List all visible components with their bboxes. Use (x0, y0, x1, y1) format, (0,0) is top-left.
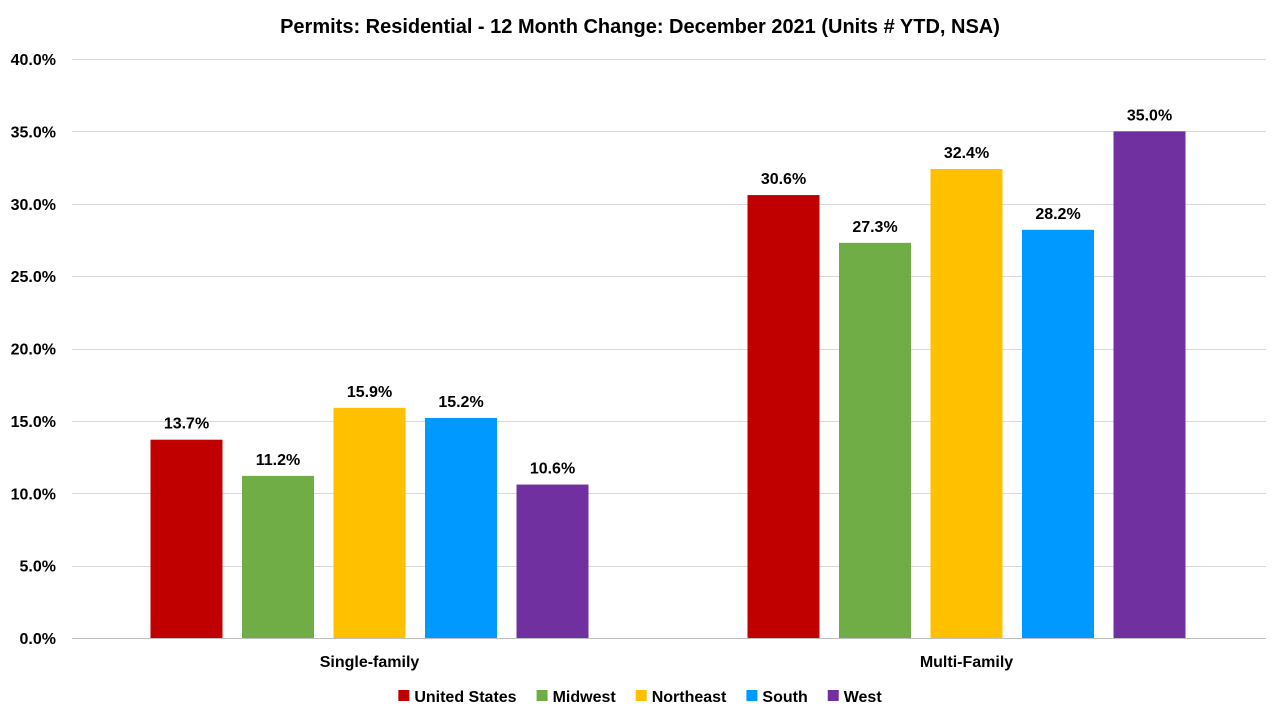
y-tick-label: 20.0% (11, 342, 56, 359)
y-tick-label: 25.0% (11, 269, 56, 286)
data-label: 30.6% (761, 171, 806, 188)
data-label: 28.2% (1035, 206, 1080, 223)
y-tick-label: 0.0% (20, 631, 56, 648)
legend-swatch (746, 690, 758, 701)
bar (333, 407, 406, 638)
legend-swatch (827, 690, 839, 701)
bar (1113, 131, 1186, 638)
data-labels: 13.7% 11.2% 15.9% 15.2% 10.6% 30.6% 27.3% 32.4%… (164, 107, 1172, 477)
y-tick-label: 10.0% (11, 486, 56, 503)
legend-label: Midwest (553, 689, 617, 706)
data-label: 15.2% (438, 394, 483, 411)
chart-title: Permits: Residential - 12 Month Change: … (280, 16, 1000, 38)
data-label: 13.7% (164, 416, 209, 433)
y-axis-ticks: 0.0% 5.0% 10.0% 15.0% 20.0% 25.0% 30.0% 35.0% 40… (11, 52, 56, 648)
legend-item: Midwest (536, 689, 617, 706)
bar (425, 417, 497, 638)
bars (150, 131, 1186, 638)
bar (839, 242, 911, 638)
legend-swatch (398, 690, 410, 701)
legend-swatch (635, 690, 647, 701)
y-tick-label: 40.0% (11, 52, 56, 69)
legend-label: West (844, 689, 883, 706)
data-label: 10.6% (530, 461, 575, 478)
data-label: 11.2% (256, 452, 300, 469)
legend-label: South (762, 689, 807, 706)
bar (930, 169, 1003, 638)
data-label: 27.3% (852, 219, 897, 236)
data-label: 15.9% (347, 384, 392, 401)
x-category-label: Multi-Family (920, 654, 1013, 671)
legend-item: United States (398, 689, 517, 706)
bar (747, 195, 820, 638)
legend: United States Midwest Northeast South West (398, 689, 882, 706)
legend-label: Northeast (652, 689, 727, 706)
y-tick-label: 15.0% (11, 414, 56, 431)
legend-item: West (827, 689, 883, 706)
y-tick-label: 35.0% (11, 124, 56, 141)
bar (242, 475, 314, 638)
data-label: 35.0% (1127, 107, 1172, 124)
legend-swatch (536, 690, 548, 701)
legend-item: South (746, 689, 808, 706)
bar (516, 484, 589, 638)
legend-label: United States (414, 689, 516, 706)
bar (1022, 229, 1094, 638)
x-axis-categories: Single-family Multi-Family (320, 654, 1014, 671)
x-category-label: Single-family (320, 654, 420, 671)
data-label: 32.4% (944, 145, 989, 162)
legend-item: Northeast (635, 689, 727, 706)
y-tick-label: 5.0% (20, 559, 56, 576)
y-tick-label: 30.0% (11, 197, 56, 214)
bar (150, 439, 223, 638)
